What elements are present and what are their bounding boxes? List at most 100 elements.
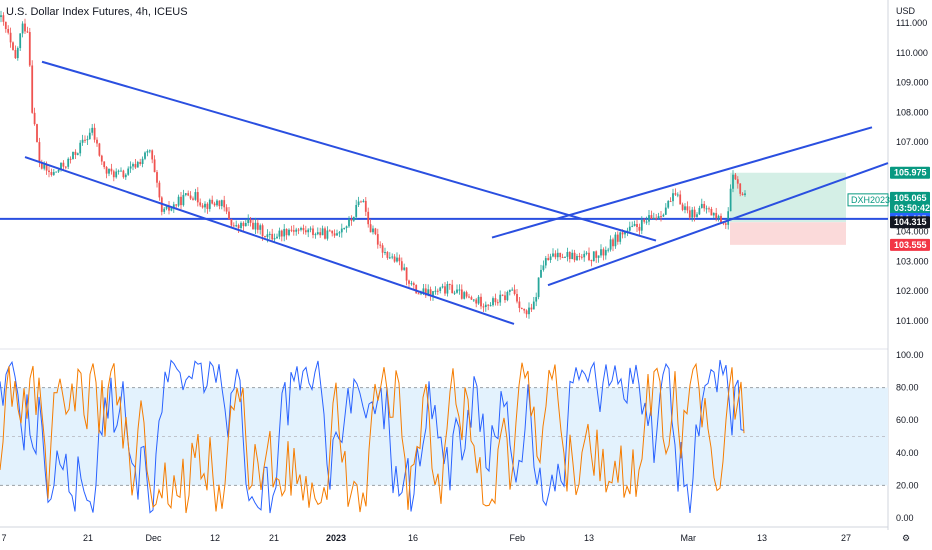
candle-body: [429, 289, 432, 297]
candle-body: [105, 167, 108, 174]
candle-body: [708, 208, 710, 210]
candle-body: [201, 205, 204, 208]
candle-body: [393, 256, 396, 262]
candle-body: [24, 23, 26, 32]
candle-body: [456, 289, 458, 293]
candle-body: [69, 158, 72, 160]
candle-body: [192, 198, 194, 200]
candle-body: [463, 292, 466, 299]
candle-body: [146, 151, 149, 153]
candle-body: [523, 308, 526, 311]
candle-body: [482, 306, 485, 308]
candle-body: [592, 251, 595, 262]
candle-body: [328, 230, 331, 232]
time-tick-label: Feb: [510, 533, 526, 543]
candle-body: [232, 225, 235, 227]
candle-body: [14, 49, 17, 59]
candle-body: [590, 260, 593, 262]
candle-body: [391, 256, 394, 258]
candle-body: [120, 170, 122, 172]
candle-body: [602, 249, 605, 256]
price-tick-label: 101.000: [896, 316, 929, 326]
candle-body: [141, 158, 144, 165]
oscillator-series-k: [0, 359, 745, 514]
candle-body: [681, 204, 684, 210]
symbol-tag-bg: [847, 193, 889, 207]
candle-body: [319, 232, 322, 236]
candle-body: [278, 230, 281, 237]
candle-body: [156, 172, 158, 183]
candle-body: [21, 23, 24, 34]
candle-body: [276, 236, 278, 239]
candle-body: [175, 204, 178, 206]
osc-tick-label: 80.00: [896, 383, 919, 393]
candle-body: [57, 169, 60, 172]
candle-body: [549, 256, 552, 260]
candle-body: [715, 212, 718, 219]
candle-body: [427, 289, 430, 296]
candle-body: [98, 143, 101, 156]
candle-body: [81, 139, 84, 143]
candle-body: [624, 231, 626, 235]
candle-body: [40, 162, 43, 169]
candle-body: [153, 159, 156, 173]
candle-body: [633, 223, 636, 226]
candle-body: [316, 232, 319, 235]
candle-body: [417, 293, 420, 295]
price-tag-bg: [890, 166, 930, 179]
profit-zone: [730, 172, 846, 223]
candle-body: [88, 132, 91, 140]
candle-body: [261, 225, 264, 237]
candle-body: [573, 252, 576, 261]
candle-body: [720, 215, 722, 223]
candle-body: [237, 225, 240, 229]
candle-body: [684, 206, 686, 210]
candle-body: [268, 233, 271, 235]
candle-body: [64, 166, 67, 168]
candle-body: [48, 170, 50, 173]
candle-body: [540, 269, 542, 278]
candle-body: [724, 223, 727, 225]
candle-body: [703, 203, 706, 209]
candle-body: [2, 15, 5, 22]
candle-body: [460, 289, 463, 299]
candle-body: [439, 287, 442, 291]
candle-body: [446, 284, 449, 294]
candle-body: [199, 202, 202, 206]
candle-body: [494, 298, 497, 303]
candle-body: [91, 127, 94, 133]
candle-body: [696, 214, 698, 217]
candle-body: [660, 216, 662, 218]
candle-body: [16, 48, 19, 59]
time-tick-label: 13: [584, 533, 594, 543]
candle-body: [52, 172, 55, 175]
candle-body: [372, 228, 374, 233]
candle-body: [96, 139, 98, 144]
candle-body: [283, 228, 286, 237]
candle-body: [556, 252, 559, 258]
candle-body: [472, 299, 475, 301]
candle-body: [31, 65, 34, 113]
time-tick-label: Dec: [146, 533, 163, 543]
candle-body: [441, 286, 444, 288]
candle-body: [307, 229, 310, 233]
candle-body: [321, 228, 324, 236]
candle-body: [561, 257, 564, 259]
chart-title: U.S. Dollar Index Futures, 4h, ICEUS: [6, 6, 188, 18]
time-tick-label: 21: [269, 533, 279, 543]
symbol-tag-label: DXH2023: [851, 195, 890, 205]
candle-body: [273, 238, 276, 240]
candle-body: [84, 139, 86, 141]
candle-body: [45, 164, 48, 171]
candle-body: [225, 207, 228, 212]
candle-body: [26, 31, 29, 33]
candle-body: [343, 228, 346, 230]
candle-body: [496, 302, 499, 304]
candle-body: [211, 199, 214, 204]
candle-body: [528, 307, 530, 315]
candle-body: [544, 258, 547, 266]
candle-body: [621, 232, 624, 235]
candle-body: [74, 151, 77, 155]
candle-body: [566, 251, 569, 257]
